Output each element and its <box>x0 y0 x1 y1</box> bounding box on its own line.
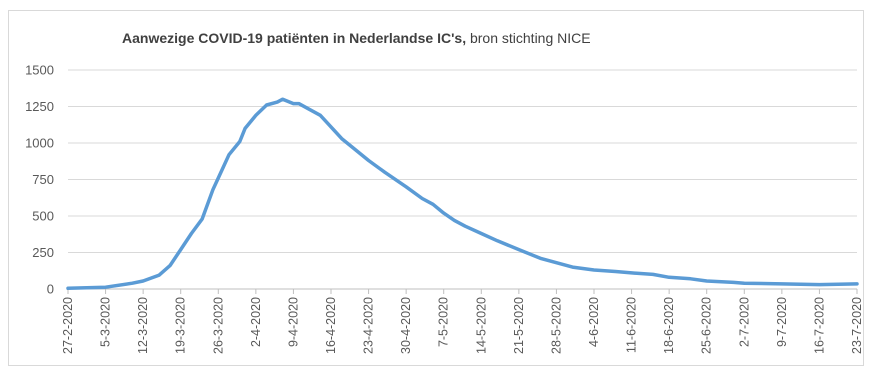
x-tick-label: 18-6-2020 <box>662 297 676 354</box>
x-tick-label: 26-3-2020 <box>211 297 225 354</box>
chart-title-bold: Aanwezige COVID-19 patiënten in Nederlan… <box>122 30 467 46</box>
x-tick-label: 25-6-2020 <box>700 297 714 354</box>
x-tick-label: 9-4-2020 <box>286 297 300 347</box>
x-tick-label: 21-5-2020 <box>512 297 526 354</box>
x-tick-label: 7-5-2020 <box>437 297 451 347</box>
x-tick-label: 14-5-2020 <box>474 297 488 354</box>
x-tick-label: 2-7-2020 <box>737 297 751 347</box>
x-tick-label: 11-6-2020 <box>625 297 639 353</box>
y-tick-label: 500 <box>32 209 54 224</box>
x-tick-label: 2-4-2020 <box>249 297 263 347</box>
x-tick-label: 4-6-2020 <box>587 297 601 347</box>
x-tick-label: 19-3-2020 <box>174 297 188 354</box>
y-tick-label: 1500 <box>25 63 54 78</box>
chart-frame <box>8 10 864 366</box>
x-tick-label: 30-4-2020 <box>399 297 413 354</box>
x-tick-label: 9-7-2020 <box>775 297 789 347</box>
x-tick-label: 23-7-2020 <box>850 297 864 354</box>
x-tick-label: 12-3-2020 <box>136 297 150 354</box>
y-tick-label: 750 <box>32 172 54 187</box>
y-tick-label: 250 <box>32 245 54 260</box>
x-tick-label: 23-4-2020 <box>362 297 376 354</box>
series-line <box>66 97 859 291</box>
y-tick-label: 1250 <box>25 99 54 114</box>
chart-title: Aanwezige COVID-19 patiënten in Nederlan… <box>122 30 591 46</box>
x-tick-label: 16-7-2020 <box>812 297 826 354</box>
chart-title-source: bron stichting NICE <box>466 30 591 46</box>
y-tick-label: 1000 <box>25 136 54 151</box>
y-tick-label: 0 <box>47 282 54 297</box>
x-tick-label: 27-2-2020 <box>61 297 75 354</box>
x-tick-label: 28-5-2020 <box>549 297 563 354</box>
x-tick-label: 16-4-2020 <box>324 297 338 354</box>
x-tick-label: 5-3-2020 <box>99 297 113 347</box>
